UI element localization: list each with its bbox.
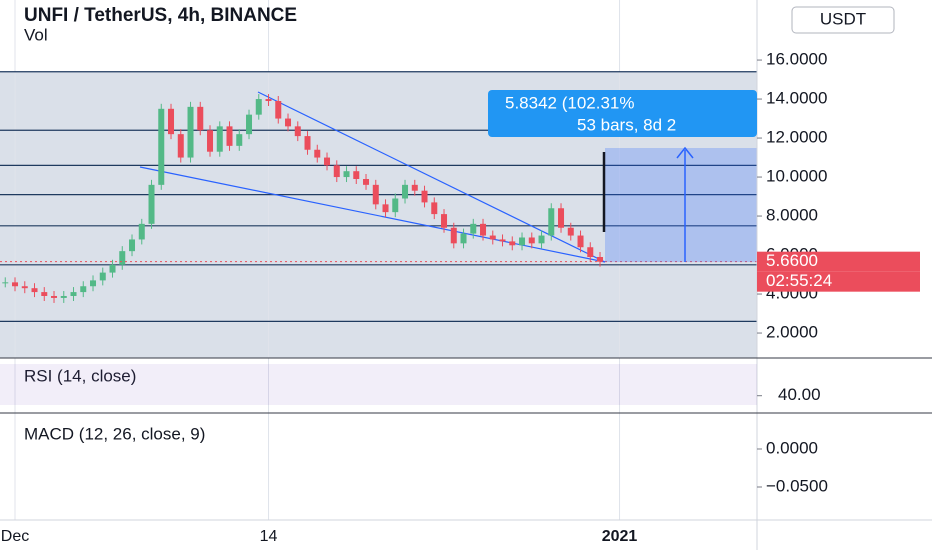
candle-body (70, 292, 77, 296)
candle-body (460, 233, 467, 244)
candle-body (177, 134, 184, 158)
candle-body (421, 190, 428, 203)
candle-body (168, 108, 175, 135)
candle-body (129, 239, 136, 252)
symbol-title: UNFI / TetherUS, 4h, BINANCE (24, 5, 297, 26)
candle-body (226, 126, 233, 146)
candle-body (51, 295, 58, 298)
candle-body (148, 184, 155, 224)
candle-body (2, 282, 9, 284)
candle-body (343, 171, 350, 178)
countdown-badge (757, 271, 920, 292)
candle-body (402, 184, 409, 199)
candle-body (31, 288, 38, 293)
candle-body (577, 235, 584, 248)
candle-body (597, 256, 604, 262)
candle-body (450, 227, 457, 244)
y-tick-label: 10.0000 (766, 167, 827, 186)
candle-body (499, 239, 506, 242)
candle-body (382, 204, 389, 213)
candle-body (255, 99, 262, 115)
candle-body (138, 223, 145, 240)
y-tick-label: 2.0000 (766, 323, 818, 342)
candle-body (294, 126, 301, 137)
candle-body (21, 286, 28, 289)
candle-body (304, 136, 311, 150)
countdown-label: 02:55:24 (766, 271, 832, 290)
measure-box (488, 90, 757, 137)
candle-body (548, 208, 555, 236)
macd-title: MACD (12, 26, close, 9) (24, 424, 205, 443)
measure-bars: 53 bars, 8d 2 (577, 115, 676, 134)
candle-body (119, 251, 126, 265)
currency-button[interactable] (791, 6, 895, 34)
last-price-label: 5.6600 (766, 251, 818, 270)
candle-body (567, 227, 574, 236)
candle-body (441, 214, 448, 228)
measure-change: 5.8342 (102.31% (505, 93, 635, 112)
y-tick-label: 14.0000 (766, 89, 827, 108)
candle-body (324, 157, 331, 166)
candle-body (187, 106, 194, 158)
candle-body (197, 106, 204, 131)
rsi-band (0, 364, 757, 405)
x-tick-label: 2021 (602, 528, 638, 545)
macd-tick-label: 0.0000 (766, 438, 818, 457)
rsi-title: RSI (14, close) (24, 366, 136, 385)
measure-arrow-head (676, 146, 694, 159)
candle-body (411, 184, 418, 191)
candle-body (60, 295, 67, 298)
candle-body (470, 223, 477, 234)
candle-body (99, 272, 106, 281)
candle-body (236, 134, 243, 146)
candle-body (528, 237, 535, 244)
candle-body (90, 280, 97, 287)
x-tick-label: 14 (260, 528, 278, 545)
y-tick-label: 8.0000 (766, 206, 818, 225)
y-tick-label: 16.0000 (766, 50, 827, 69)
candle-body (587, 247, 594, 257)
last-price-badge (757, 251, 920, 272)
candle-body (207, 130, 214, 152)
candle-body (275, 101, 282, 119)
candle-body (333, 165, 340, 178)
candle-body (431, 202, 438, 215)
y-tick-label: 12.0000 (766, 128, 827, 147)
candle-body (392, 198, 399, 213)
candle-body (12, 282, 19, 287)
rsi-tick-label: 40.00 (778, 385, 821, 404)
candle-body (80, 286, 87, 293)
candle-body (519, 237, 526, 246)
candle-body (489, 235, 496, 240)
trend-line (139, 166, 606, 263)
candle-body (558, 208, 565, 228)
candle-body (41, 292, 48, 296)
candle-body (509, 241, 516, 246)
candle-body (285, 118, 292, 127)
candle-body (363, 179, 370, 185)
candle-body (158, 108, 165, 185)
candle-body (538, 235, 545, 244)
trend-line (257, 91, 606, 263)
measure-area (605, 148, 757, 262)
volume-label: Vol (24, 25, 48, 44)
x-tick-label: Dec (1, 528, 29, 545)
candle-body (480, 223, 487, 236)
candle-body (314, 149, 321, 158)
candle-body (216, 126, 223, 152)
currency-button-label[interactable]: USDT (820, 9, 866, 28)
macd-tick-label: −0.0500 (766, 476, 828, 495)
candle-body (246, 114, 253, 135)
candle-body (109, 264, 116, 273)
candle-body (265, 99, 272, 102)
candle-body (353, 171, 360, 179)
candle-body (372, 184, 379, 205)
